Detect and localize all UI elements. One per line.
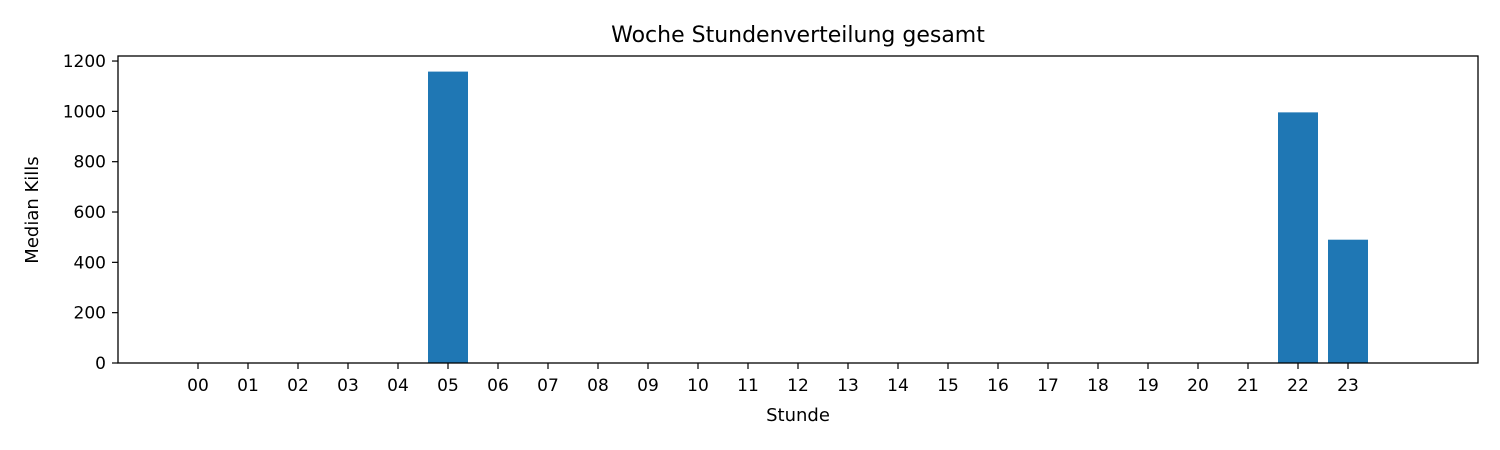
x-tick-label: 13 xyxy=(837,376,859,396)
x-tick-label: 03 xyxy=(337,376,359,396)
y-tick-label: 1200 xyxy=(63,52,106,72)
x-tick-label: 12 xyxy=(787,376,809,396)
y-tick-label: 1000 xyxy=(63,102,106,122)
x-tick-label: 05 xyxy=(437,376,459,396)
y-tick-label: 0 xyxy=(95,354,106,374)
x-tick-label: 01 xyxy=(237,376,259,396)
x-tick-label: 17 xyxy=(1037,376,1059,396)
x-tick-label: 09 xyxy=(637,376,659,396)
x-tick-label: 11 xyxy=(737,376,759,396)
y-tick-label: 400 xyxy=(74,253,106,273)
bar-22 xyxy=(1278,112,1318,363)
y-tick-label: 600 xyxy=(74,203,106,223)
x-tick-label: 18 xyxy=(1087,376,1109,396)
y-tick-label: 800 xyxy=(74,153,106,173)
x-tick-label: 14 xyxy=(887,376,909,396)
bars-group xyxy=(428,71,1368,364)
x-tick-label: 04 xyxy=(387,376,409,396)
x-tick-label: 16 xyxy=(987,376,1009,396)
x-axis: 00 01 02 03 04 05 06 07 08 09 10 11 12 13 14 15 16 17 18 19… xyxy=(187,363,1359,396)
x-tick-label: 22 xyxy=(1287,376,1309,396)
y-axis: 0 200 400 600 800 1000 1200 xyxy=(63,52,118,374)
x-tick-label: 02 xyxy=(287,376,309,396)
x-tick-label: 10 xyxy=(687,376,709,396)
x-axis-label: Stunde xyxy=(766,405,830,426)
x-tick-label: 23 xyxy=(1337,376,1359,396)
x-tick-label: 15 xyxy=(937,376,959,396)
x-tick-label: 00 xyxy=(187,376,209,396)
chart-title: Woche Stundenverteilung gesamt xyxy=(611,23,985,48)
y-axis-label: Median Kills xyxy=(22,156,43,263)
x-tick-label: 21 xyxy=(1237,376,1259,396)
x-tick-label: 07 xyxy=(537,376,559,396)
y-tick-label: 200 xyxy=(74,304,106,324)
bar-05 xyxy=(428,71,468,364)
x-tick-label: 19 xyxy=(1137,376,1159,396)
bar-23 xyxy=(1328,239,1368,363)
x-tick-label: 20 xyxy=(1187,376,1209,396)
x-tick-label: 06 xyxy=(487,376,509,396)
x-tick-label: 08 xyxy=(587,376,609,396)
plot-frame xyxy=(117,55,1479,364)
